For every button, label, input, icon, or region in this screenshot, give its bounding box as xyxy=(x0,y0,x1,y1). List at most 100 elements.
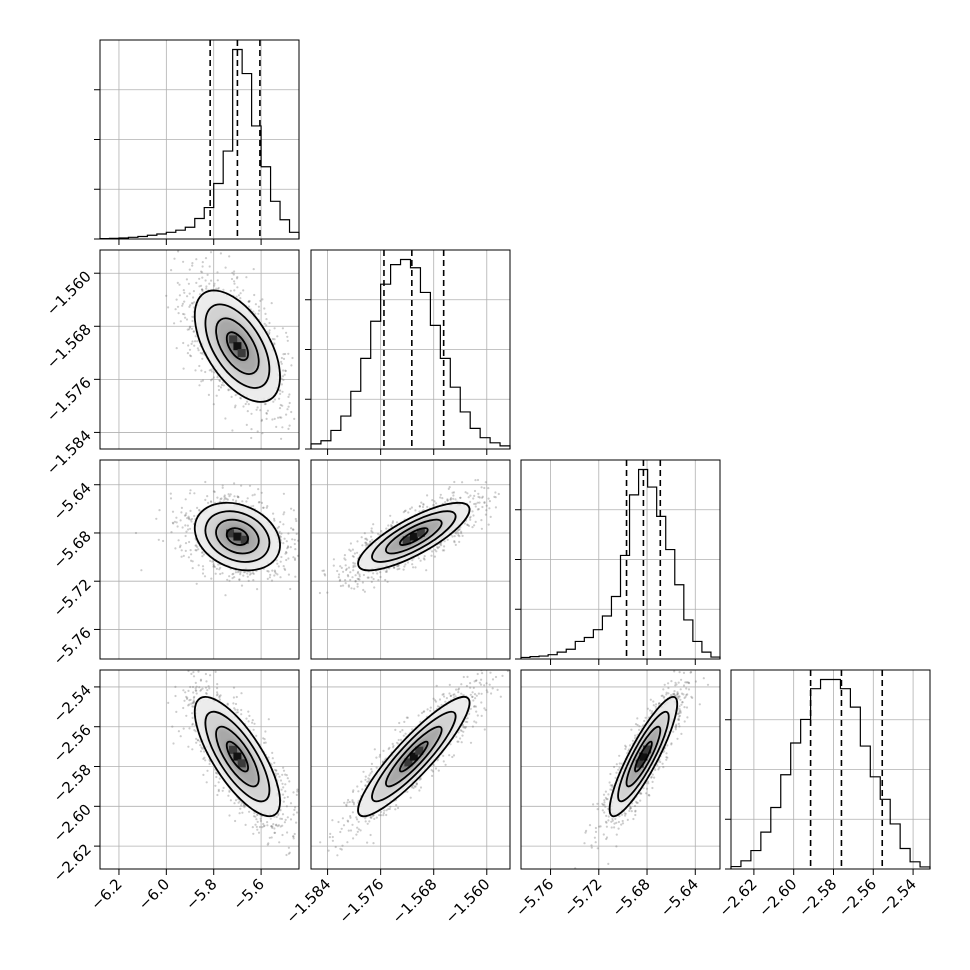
sample-point xyxy=(169,492,172,495)
sample-point xyxy=(440,544,443,547)
sample-point xyxy=(275,559,278,562)
sample-point xyxy=(296,554,299,557)
sample-point xyxy=(286,339,289,342)
density-cell xyxy=(229,335,238,344)
sample-point xyxy=(391,521,394,525)
sample-point xyxy=(353,587,356,590)
sample-point xyxy=(201,357,204,360)
sample-point xyxy=(246,400,249,403)
sample-point xyxy=(209,500,213,503)
sample-point xyxy=(191,685,195,689)
sample-point xyxy=(461,481,464,484)
sample-point xyxy=(339,578,342,582)
sample-point xyxy=(227,389,230,392)
sample-point xyxy=(286,831,289,834)
sample-point xyxy=(236,571,239,574)
sample-point xyxy=(179,519,182,522)
sample-point xyxy=(452,491,456,494)
sample-point xyxy=(365,537,368,540)
sample-point xyxy=(260,418,264,421)
sample-point xyxy=(356,585,359,588)
sample-point xyxy=(239,397,242,400)
sample-point xyxy=(263,322,266,325)
sample-point xyxy=(285,558,288,562)
contour-line xyxy=(204,510,271,563)
sample-point xyxy=(354,574,357,577)
sample-point xyxy=(172,522,175,525)
sample-point xyxy=(403,510,406,513)
sample-point xyxy=(453,535,456,538)
sample-point xyxy=(188,540,191,544)
sample-point xyxy=(170,664,172,666)
sample-point xyxy=(315,381,317,383)
sample-point xyxy=(184,542,188,545)
sample-point xyxy=(454,531,457,535)
sample-point xyxy=(449,498,452,501)
sample-point xyxy=(215,775,218,779)
sample-point xyxy=(201,265,204,268)
sample-point xyxy=(194,730,197,733)
hist-panel-0 xyxy=(94,39,300,240)
contour-line xyxy=(398,527,429,546)
sample-point xyxy=(430,554,433,557)
sample-point xyxy=(194,369,197,372)
sample-point xyxy=(287,405,290,408)
sample-point xyxy=(201,271,204,274)
sample-point xyxy=(219,572,222,576)
sample-point xyxy=(447,487,450,490)
sample-point xyxy=(209,251,213,254)
sample-point xyxy=(231,271,234,274)
sample-point xyxy=(174,308,177,311)
sample-point xyxy=(278,530,281,533)
sample-point xyxy=(187,528,190,531)
sample-point xyxy=(212,564,215,568)
sample-point xyxy=(216,496,219,499)
sample-point xyxy=(276,562,279,565)
sample-point xyxy=(205,287,208,290)
sample-point xyxy=(263,824,266,827)
sample-point xyxy=(263,403,267,406)
sample-point xyxy=(483,501,486,504)
sample-point xyxy=(472,514,475,517)
sample-point xyxy=(173,257,176,260)
sample-point xyxy=(216,376,219,379)
sample-point xyxy=(397,565,400,568)
sample-point xyxy=(488,500,491,503)
sample-point xyxy=(195,544,198,547)
sample-point xyxy=(436,547,439,550)
sample-point xyxy=(252,504,255,508)
sample-point xyxy=(275,769,278,772)
sample-point xyxy=(402,568,405,571)
sample-point xyxy=(195,737,198,741)
sample-point xyxy=(288,780,291,783)
sample-point xyxy=(369,540,372,543)
sample-point xyxy=(210,370,213,373)
sample-point xyxy=(232,572,235,575)
sample-point xyxy=(467,496,470,499)
sample-point xyxy=(277,565,280,568)
sample-point xyxy=(284,369,287,373)
sample-point xyxy=(292,509,295,512)
sample-point xyxy=(396,565,399,568)
sample-point xyxy=(197,564,200,567)
sample-point xyxy=(240,484,243,487)
sample-point xyxy=(288,424,291,427)
sample-point xyxy=(364,537,367,540)
sample-point xyxy=(279,403,282,407)
sample-point xyxy=(205,692,208,696)
sample-point xyxy=(199,689,202,692)
sample-point xyxy=(190,520,193,523)
sample-point xyxy=(301,542,303,544)
sample-point xyxy=(402,510,405,514)
sample-point xyxy=(246,410,249,413)
sample-point xyxy=(287,352,290,355)
sample-point xyxy=(280,360,283,363)
sample-point xyxy=(431,550,434,553)
sample-point xyxy=(453,541,456,544)
sample-point xyxy=(239,292,242,295)
sample-point xyxy=(494,506,497,509)
sample-point xyxy=(446,499,449,502)
sample-point xyxy=(199,679,202,682)
sample-point xyxy=(238,812,241,815)
sample-point xyxy=(201,551,204,554)
